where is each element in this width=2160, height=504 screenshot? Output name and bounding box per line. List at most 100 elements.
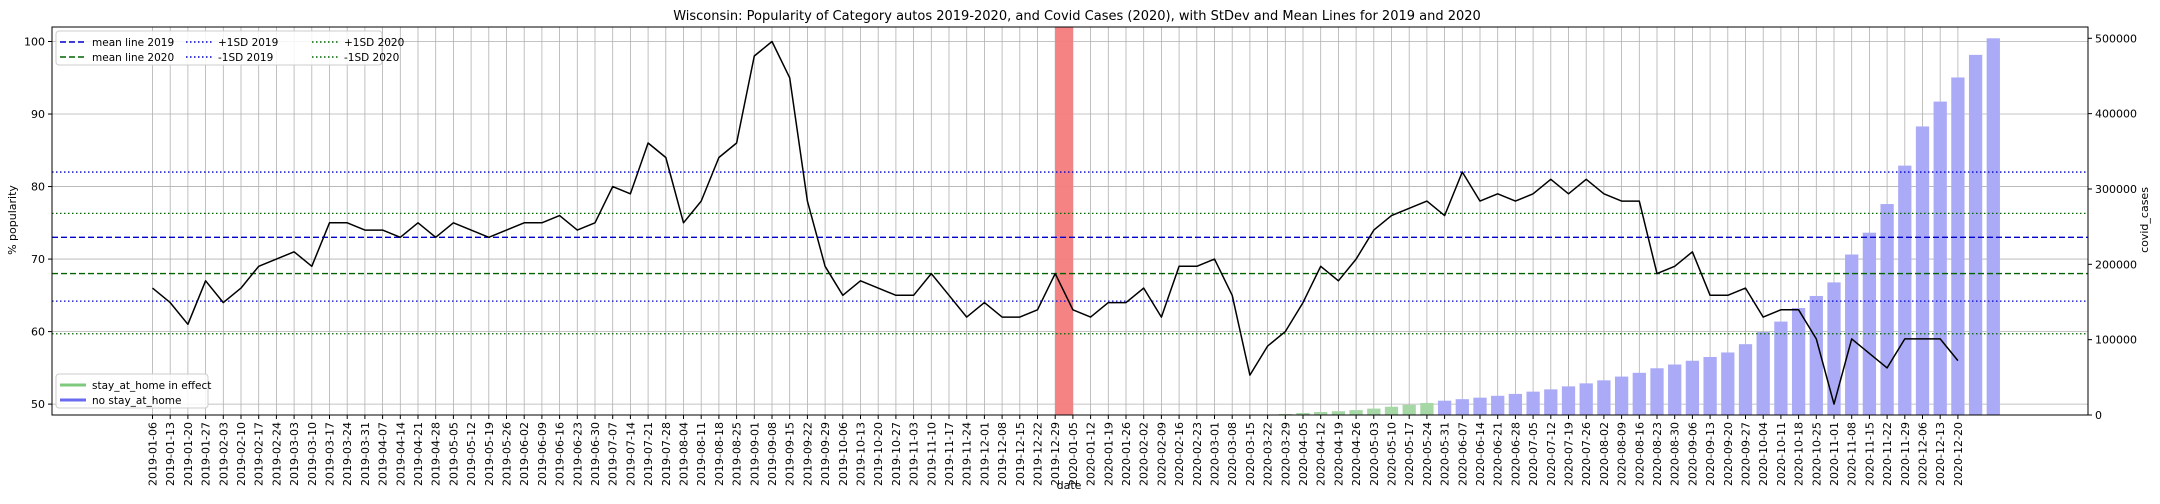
y-tick-label: 80 bbox=[31, 181, 45, 194]
legend-box bbox=[55, 30, 383, 66]
x-tick-label: 2020-12-13 bbox=[1934, 422, 1947, 486]
y-tick-label: 90 bbox=[31, 108, 45, 121]
x-tick-label: 2020-12-06 bbox=[1917, 422, 1930, 486]
popularity-line bbox=[152, 40, 1959, 405]
covid-bar bbox=[1774, 321, 1788, 415]
x-tick-label: 2020-09-13 bbox=[1704, 422, 1717, 486]
x-tick-label: 2020-08-09 bbox=[1616, 422, 1629, 486]
legend-label: +1SD 2020 bbox=[344, 37, 404, 49]
x-tick-label: 2020-03-08 bbox=[1226, 422, 1239, 486]
x-tick-label: 2019-12-01 bbox=[978, 422, 991, 486]
covid-bar bbox=[1685, 360, 1700, 415]
x-tick-label: 2020-04-12 bbox=[1315, 422, 1328, 486]
x-tick-label: 2020-04-26 bbox=[1350, 422, 1363, 486]
x-tick-label: 2019-10-27 bbox=[890, 422, 903, 486]
y2-tick-label: 400000 bbox=[2095, 108, 2137, 121]
x-tick-label: 2019-04-28 bbox=[430, 422, 443, 486]
x-tick-label: 2019-09-29 bbox=[819, 422, 832, 486]
x-tick-label: 2019-10-20 bbox=[872, 422, 885, 486]
x-tick-label: 2020-10-18 bbox=[1793, 422, 1806, 486]
x-tick-label: 2019-08-04 bbox=[678, 422, 691, 486]
x-tick-label: 2019-04-14 bbox=[394, 422, 407, 486]
x-tick-label: 2020-03-22 bbox=[1262, 422, 1275, 486]
y-tick-label: 70 bbox=[31, 253, 45, 266]
covid-bar bbox=[1544, 389, 1558, 415]
covid-bar bbox=[1491, 395, 1505, 415]
x-tick-label: 2020-01-26 bbox=[1120, 422, 1133, 486]
covid-bar bbox=[1367, 408, 1381, 415]
covid-bar bbox=[1597, 380, 1611, 415]
x-tick-label: 2020-07-19 bbox=[1563, 422, 1576, 486]
covid-bar bbox=[1526, 391, 1540, 415]
legend-label: +1SD 2019 bbox=[218, 37, 278, 49]
x-tick-label: 2020-05-17 bbox=[1403, 422, 1416, 486]
x-tick-label: 2019-05-26 bbox=[501, 422, 514, 486]
x-tick-label: 2019-06-09 bbox=[536, 422, 549, 486]
x-tick-label: 2020-02-09 bbox=[1155, 422, 1168, 486]
x-tick-label: 2019-01-27 bbox=[200, 422, 213, 486]
x-tick-label: 2020-05-31 bbox=[1439, 422, 1452, 486]
x-tick-label: 2019-02-10 bbox=[235, 422, 248, 486]
covid-bar bbox=[1986, 38, 2000, 416]
x-tick-label: 2020-05-10 bbox=[1386, 422, 1399, 486]
covid-bar bbox=[1809, 295, 1823, 415]
y2-tick-label: 300000 bbox=[2095, 183, 2137, 196]
x-tick-label: 2020-01-12 bbox=[1085, 422, 1098, 486]
legend-label: mean line 2020 bbox=[92, 52, 174, 64]
covid-bar bbox=[1331, 411, 1346, 415]
x-tick-label: 2019-10-13 bbox=[855, 422, 868, 486]
covid-bar bbox=[1668, 364, 1682, 415]
x-tick-label: 2020-07-12 bbox=[1545, 422, 1558, 486]
x-tick-label: 2019-06-23 bbox=[571, 422, 584, 486]
x-tick-label: 2020-09-06 bbox=[1686, 422, 1699, 486]
x-tick-label: 2019-10-06 bbox=[837, 422, 850, 486]
x-tick-label: 2020-12-20 bbox=[1952, 422, 1965, 486]
x-tick-label: 2019-08-25 bbox=[731, 422, 744, 486]
x-tick-label: 2019-01-06 bbox=[147, 422, 160, 486]
y2-tick-label: 100000 bbox=[2095, 334, 2137, 347]
x-tick-label: 2019-11-10 bbox=[925, 422, 938, 486]
covid-bar bbox=[1437, 400, 1452, 415]
covid-bar bbox=[1845, 254, 1859, 415]
x-tick-label: 2019-09-01 bbox=[748, 422, 761, 486]
covid-bar bbox=[1384, 406, 1399, 415]
x-tick-label: 2019-02-24 bbox=[270, 422, 283, 486]
x-axis-title: date bbox=[1057, 479, 1082, 492]
x-tick-label: 2020-11-29 bbox=[1899, 422, 1912, 486]
covid-bar bbox=[1473, 397, 1487, 415]
x-tick-label: 2019-05-12 bbox=[465, 422, 478, 486]
x-tick-label: 2019-07-07 bbox=[607, 422, 620, 486]
x-tick-label: 2019-09-15 bbox=[784, 422, 797, 486]
x-tick-label: 2020-05-03 bbox=[1368, 422, 1381, 486]
x-tick-label: 2019-12-15 bbox=[1014, 422, 1027, 486]
x-tick-label: 2019-08-11 bbox=[695, 422, 708, 486]
covid-bar bbox=[1650, 368, 1664, 415]
x-tick-label: 2019-05-05 bbox=[447, 422, 460, 486]
x-tick-label: 2019-08-18 bbox=[713, 422, 726, 486]
x-tick-label: 2019-03-10 bbox=[306, 422, 319, 486]
x-tick-label: 2020-01-19 bbox=[1102, 422, 1115, 486]
x-tick-label: 2019-05-19 bbox=[483, 422, 496, 486]
y2-axis-title: covid_cases bbox=[2138, 187, 2151, 253]
x-tick-label: 2019-12-29 bbox=[1049, 422, 1062, 486]
covid-bar bbox=[1561, 386, 1576, 415]
highlight-period-band bbox=[1055, 27, 1073, 415]
x-tick-label: 2019-01-13 bbox=[164, 422, 177, 486]
x-tick-label: 2019-04-21 bbox=[412, 422, 425, 486]
covid-bar bbox=[1898, 165, 1912, 415]
x-tick-label: 2019-07-28 bbox=[660, 422, 673, 486]
x-tick-label: 2020-11-08 bbox=[1846, 422, 1859, 486]
x-tick-label: 2020-08-16 bbox=[1633, 422, 1646, 486]
x-tick-label: 2019-09-22 bbox=[801, 422, 814, 486]
x-tick-label: 2020-11-15 bbox=[1863, 422, 1876, 486]
chart-title: Wisconsin: Popularity of Category autos … bbox=[673, 9, 1481, 24]
y-tick-label: 100 bbox=[24, 36, 45, 49]
x-tick-label: 2020-11-22 bbox=[1881, 422, 1894, 486]
x-tick-label: 2020-09-20 bbox=[1722, 422, 1735, 486]
legend-stay-at-home: stay_at_home in effect no stay_at_home bbox=[55, 373, 211, 409]
covid-bar bbox=[1296, 412, 1310, 415]
covid-bar bbox=[1951, 77, 1965, 416]
x-tick-label: 2019-01-20 bbox=[182, 422, 195, 486]
plot-frame bbox=[51, 26, 2089, 416]
